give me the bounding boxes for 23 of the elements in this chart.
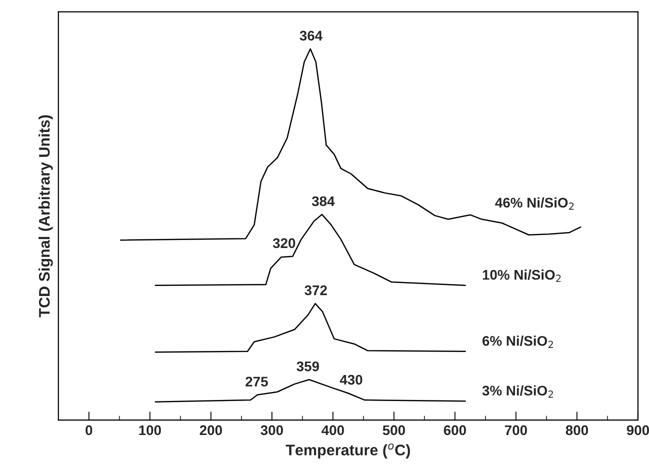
annotation: 320 — [272, 238, 296, 248]
x-tick-label: 0 — [86, 425, 92, 436]
annotation: 372 — [304, 285, 327, 296]
annotation: 364 — [300, 30, 322, 41]
series-label: 3% Ni/SiO$_{2}$ — [482, 385, 553, 398]
y-axis-title: TCD Signal (Arbitrary Units) — [38, 115, 53, 318]
x-tick-label: 400 — [322, 425, 344, 436]
x-tick-label: 700 — [504, 425, 527, 436]
x-tick-label: 100 — [139, 425, 161, 436]
annotation: 384 — [312, 196, 335, 206]
x-tick-label: 800 — [566, 425, 588, 436]
x-axis-title: Temperature ($^{o}$C) — [286, 443, 410, 458]
annotation: 275 — [246, 376, 268, 387]
series-label: 46% Ni/SiO$_{2}$ — [495, 197, 574, 210]
x-tick-label: 200 — [200, 425, 222, 436]
annotation: 430 — [340, 374, 362, 385]
annotation: 359 — [296, 361, 319, 372]
x-tick-label: 600 — [444, 425, 466, 436]
x-tick-label: 300 — [260, 425, 283, 436]
x-tick-label: 500 — [382, 425, 405, 436]
series-label: 10% Ni/SiO$_{2}$ — [482, 270, 561, 282]
x-tick-label: 900 — [626, 425, 649, 436]
series-label: 6% Ni/SiO$_{2}$ — [482, 336, 553, 348]
